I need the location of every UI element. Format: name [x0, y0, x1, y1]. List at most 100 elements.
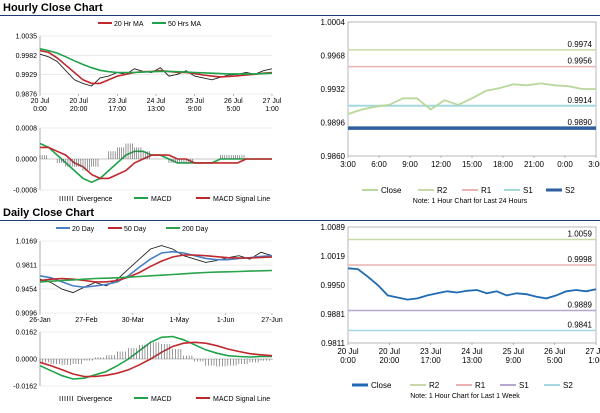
daily-section-title: Daily Close Chart: [0, 205, 600, 221]
legend-label: R2: [437, 186, 448, 195]
legend-label: 20 Hr MA: [114, 21, 144, 28]
level-label-s2: 0.9841: [568, 320, 593, 329]
y-tick-label: 0.9929: [16, 72, 38, 79]
legend-label: R1: [475, 381, 486, 390]
y-tick-label: 0.9950: [321, 281, 346, 290]
daily-price-chart: 20 Day 50 Day 200 Day 1.0169 0.9811 0.9454 0.9…: [16, 226, 283, 324]
x-tick-label: 26 Jul 5:00: [544, 347, 566, 365]
x-tick-label: 25 Jul 9:00: [185, 98, 204, 113]
y-tick-label: 1.0035: [16, 34, 38, 41]
level-label-r1: 0.9956: [568, 57, 593, 66]
y-tick-label: 0.0000: [16, 357, 38, 364]
y-tick-label: -0.0008: [13, 188, 37, 195]
chart-note: Note: 1 Hour Chart for Last 24 Hours: [413, 198, 528, 205]
legend-label: R2: [429, 381, 440, 390]
y-tick-label: 0.9968: [321, 52, 346, 61]
x-tick-label: 18:00: [493, 160, 514, 169]
x-tick-label: 6:00: [371, 160, 387, 169]
level-label-s1: 0.9889: [568, 300, 593, 309]
legend-label: MACD Signal Line: [213, 396, 270, 403]
x-tick-label: 12:00: [431, 160, 452, 169]
legend-label: S2: [563, 381, 573, 390]
level-label-s2: 0.9890: [568, 118, 593, 127]
x-tick-label: 3:00: [340, 160, 356, 169]
daily-levels-chart: 1.0089 1.0019 0.9950 0.9881 0.9811 1.0059 0.99…: [321, 223, 600, 400]
series-line-macd: [39, 335, 272, 380]
hourly-macd-chart: 0.0008 0.0000 -0.0008 Divergence MACD MACD Si…: [13, 126, 272, 203]
legend-label: MACD: [151, 196, 172, 203]
level-label-r1: 0.9998: [568, 255, 593, 264]
level-label-r2: 1.0059: [568, 230, 593, 239]
legend-label: 200 Day: [182, 226, 209, 233]
hourly-section-title: Hourly Close Chart: [0, 0, 600, 16]
x-tick-label: 27-Jun: [261, 317, 283, 324]
legend-label: S2: [565, 186, 575, 195]
series-line-200-day: [39, 269, 273, 283]
hourly-levels-chart: 1.0004 0.9968 0.9932 0.9896 0.9860 0.9974 0.99…: [321, 18, 600, 205]
x-tick-label: 20 Jul 0:00: [31, 98, 50, 113]
level-label-s1: 0.9914: [568, 96, 593, 105]
series-line-price: [39, 53, 273, 87]
legend-label: 50 Day: [124, 226, 147, 233]
x-tick-label: 26 Jul 5:00: [224, 98, 243, 113]
y-tick-label: -0.0162: [13, 384, 37, 391]
x-tick-label: 27-Feb: [75, 317, 97, 324]
x-tick-label: 20 Jul 0:00: [337, 347, 359, 365]
x-tick-label: 21:00: [524, 160, 545, 169]
y-tick-label: 0.9860: [321, 152, 346, 161]
close-line: [347, 267, 597, 301]
legend-label: Divergence: [77, 196, 113, 203]
y-tick-label: 0.9881: [321, 310, 346, 319]
x-tick-label: 9:00: [402, 160, 418, 169]
y-tick-label: 0.9932: [321, 85, 346, 94]
legend-label: MACD Signal Line: [213, 196, 270, 203]
y-tick-label: 0.9876: [16, 92, 38, 99]
x-tick-label: 23 Jul 17:00: [108, 98, 127, 113]
y-tick-label: 0.9454: [16, 286, 38, 293]
x-tick-label: 26-Jan: [29, 317, 51, 324]
legend-label: S1: [519, 381, 529, 390]
series-line-50-hrs-ma: [39, 48, 273, 75]
series-line-price: [39, 245, 273, 294]
y-tick-label: 0.9811: [16, 263, 37, 270]
y-tick-label: 1.0004: [321, 18, 346, 27]
chart-note: Note: 1 Hour Chart for Last 1 Week: [410, 393, 520, 400]
legend-label: Divergence: [77, 396, 113, 403]
x-tick-label: 1-Jun: [217, 317, 235, 324]
y-tick-label: 0.9811: [321, 339, 345, 348]
close-line: [347, 82, 596, 115]
y-tick-label: 1.0019: [321, 252, 346, 261]
x-tick-label: 0:00: [557, 160, 573, 169]
x-tick-label: 3:00: [588, 160, 600, 169]
x-tick-label: 23 Jul 17:00: [420, 347, 442, 365]
legend-label: MACD: [151, 396, 172, 403]
y-tick-label: 0.9896: [321, 119, 346, 128]
legend-label: 50 Hrs MA: [168, 21, 201, 28]
y-tick-label: 0.0000: [16, 157, 38, 164]
y-tick-label: 1.0169: [16, 239, 38, 246]
plot-frame: [347, 21, 597, 157]
legend-label: Close: [371, 381, 392, 390]
x-tick-label: 20 Jul 20:00: [379, 347, 401, 365]
x-tick-label: 20 Jul 20:00: [69, 98, 88, 113]
y-tick-label: 1.0089: [321, 223, 346, 232]
x-tick-label: 30-Mar: [122, 317, 145, 324]
y-tick-label: 0.9096: [16, 311, 38, 318]
plot-frame: [347, 226, 597, 344]
x-tick-label: 1-May: [169, 317, 189, 324]
series-line-20-day: [39, 250, 273, 289]
daily-macd-chart: 0.0162 0.0000 -0.0162 Divergence MACD MACD Si…: [13, 330, 273, 403]
legend-label: R1: [481, 186, 492, 195]
legend-label: 20 Day: [72, 226, 95, 233]
x-tick-label: 24 Jul 13:00: [147, 98, 166, 113]
x-tick-label: 15:00: [462, 160, 483, 169]
x-tick-label: 25 Jul 9:00: [503, 347, 525, 365]
x-tick-label: 24 Jul 13:00: [461, 347, 483, 365]
level-label-r2: 0.9974: [568, 40, 593, 49]
y-tick-label: 0.9982: [16, 53, 38, 60]
y-tick-label: 0.0162: [16, 330, 38, 337]
y-tick-label: 0.0008: [16, 126, 38, 133]
